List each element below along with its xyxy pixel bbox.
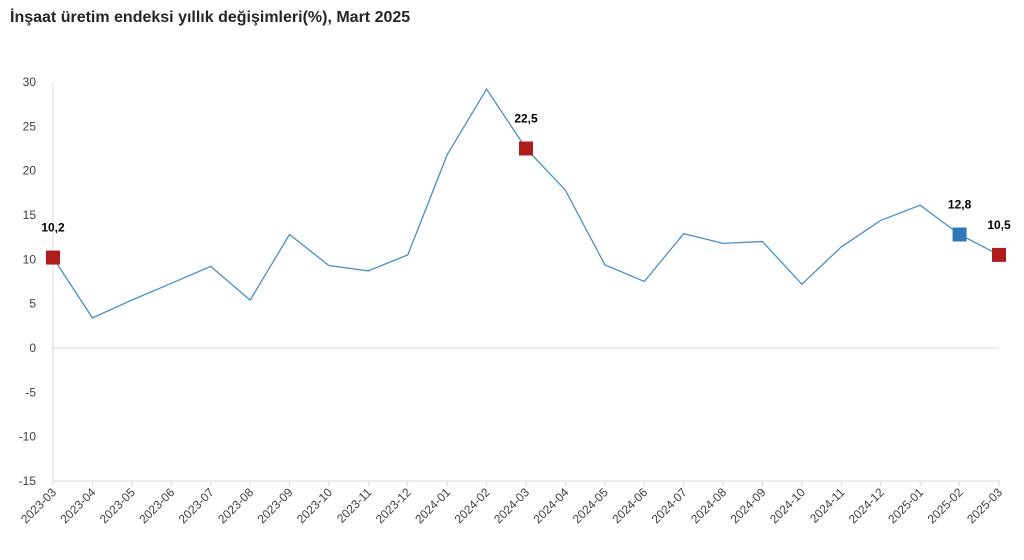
y-tick-label: -10: [19, 430, 37, 444]
x-tick-label: 2023-09: [255, 485, 296, 526]
x-tick-label: 2024-10: [767, 485, 808, 526]
x-tick-label: 2023-05: [97, 485, 138, 526]
x-tick-label: 2024-02: [452, 485, 493, 526]
x-tick-label: 2024-05: [570, 485, 611, 526]
y-tick-label: 25: [23, 119, 37, 133]
data-point-marker: [519, 141, 533, 156]
data-labels: 10,2 22,5 12,8 10,5: [41, 112, 1011, 235]
x-tick-label: 2024-07: [649, 485, 690, 526]
data-label: 12,8: [948, 198, 972, 212]
x-tick-label: 2025-02: [925, 485, 966, 526]
x-tick-label: 2024-11: [807, 485, 848, 526]
x-axis: 2023-032023-042023-052023-062023-072023-…: [18, 347, 1005, 526]
x-tick-label: 2024-04: [530, 485, 571, 526]
y-tick-label: 20: [23, 164, 37, 178]
y-tick-label: 30: [23, 75, 37, 89]
chart-title: İnşaat üretim endeksi yıllık değişimleri…: [10, 9, 411, 26]
y-tick-label: 10: [23, 252, 37, 266]
x-tick-label: 2023-07: [176, 485, 217, 526]
data-label: 22,5: [514, 112, 538, 126]
x-tick-label: 2023-08: [215, 485, 256, 526]
x-tick-label: 2024-03: [491, 485, 532, 526]
x-tick-label: 2023-12: [373, 485, 414, 526]
data-label: 10,5: [987, 218, 1011, 232]
y-tick-label: 5: [29, 297, 36, 311]
data-point-marker: [46, 250, 60, 265]
y-tick-label: 15: [23, 208, 37, 222]
x-tick-label: 2023-11: [334, 485, 375, 526]
x-tick-label: 2023-10: [294, 485, 335, 526]
data-point-marker: [952, 227, 967, 242]
x-tick-label: 2025-01: [885, 485, 926, 526]
y-tick-label: -5: [25, 385, 36, 399]
y-axis: 30 25 20 15 10 5 0 -5 -10 -15: [19, 75, 54, 488]
data-label: 10,2: [41, 221, 65, 235]
highlight-points: [46, 141, 1006, 265]
x-tick-label: 2024-12: [846, 485, 887, 526]
x-tick-label: 2024-06: [609, 485, 650, 526]
x-tick-label: 2024-01: [412, 485, 453, 526]
x-tick-label: 2025-03: [964, 485, 1005, 526]
x-tick-label: 2023-03: [18, 485, 59, 526]
data-point-marker: [992, 247, 1006, 262]
y-tick-label: 0: [29, 341, 36, 355]
y-tick-label: -15: [19, 474, 37, 488]
x-tick-label: 2023-06: [136, 485, 177, 526]
x-tick-label: 2024-08: [688, 485, 729, 526]
x-tick-label: 2023-04: [57, 485, 98, 526]
x-tick-label: 2024-09: [728, 485, 769, 526]
